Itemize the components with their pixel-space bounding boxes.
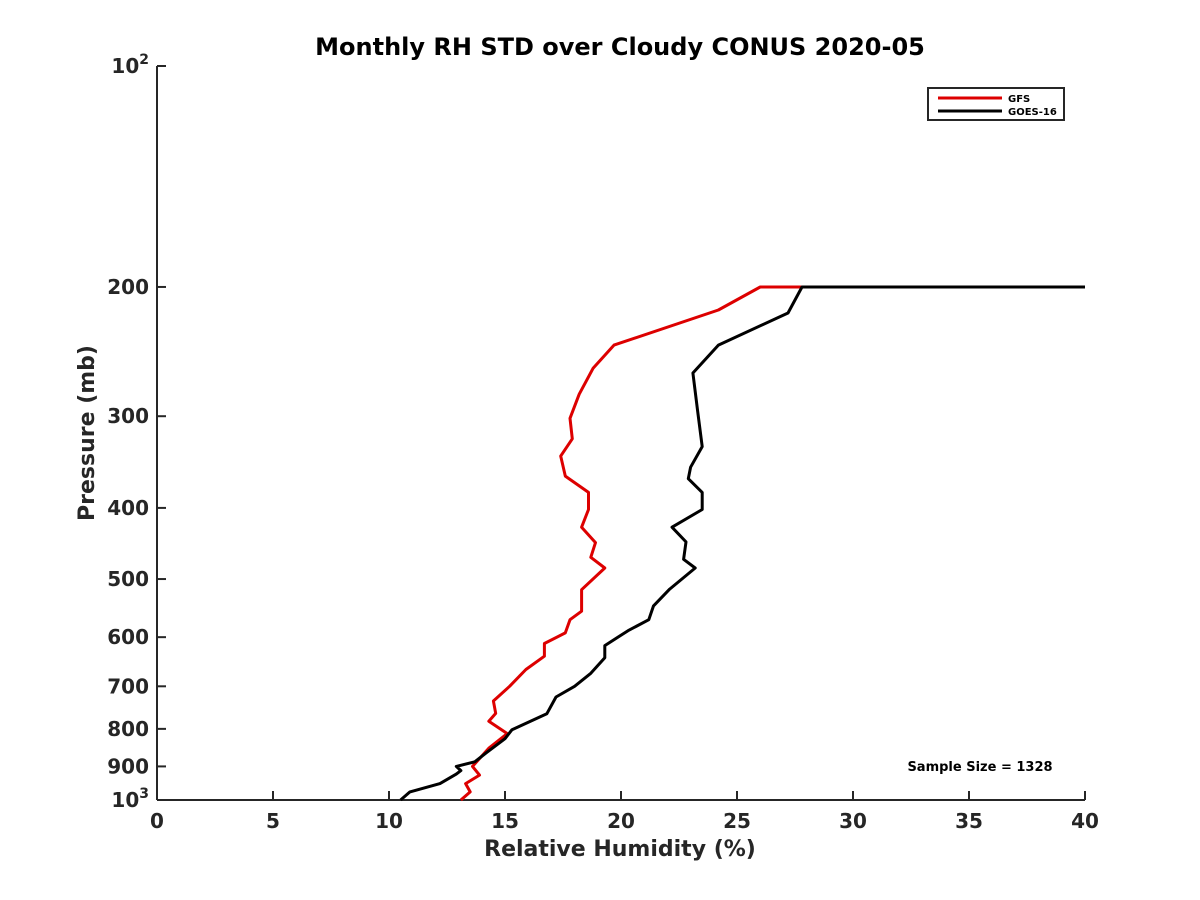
- y-tick-label: 500: [107, 567, 149, 591]
- x-axis-label: Relative Humidity (%): [484, 837, 756, 862]
- legend-label: GFS: [1008, 94, 1030, 105]
- y-tick-label: 300: [107, 404, 149, 428]
- x-tick-label: 30: [839, 809, 867, 833]
- plot-area: 0 5 10 15 20 25 30 35 40 102 200 300 400 500 600 700 800…: [107, 52, 1099, 833]
- y-tick-label: 103: [111, 786, 149, 812]
- x-tick-label: 20: [607, 809, 635, 833]
- y-axis-label: Pressure (mb): [75, 345, 100, 521]
- series-line-goes-16: [399, 285, 1085, 802]
- y-tick-label: 700: [107, 674, 149, 698]
- legend: GFS GOES-16: [927, 87, 1065, 121]
- sample-size-annotation: Sample Size = 1328: [907, 760, 1052, 775]
- y-tick-label: 900: [107, 754, 149, 778]
- x-tick-label: 25: [723, 809, 751, 833]
- x-tick-label: 5: [266, 809, 280, 833]
- series-line-gfs: [459, 285, 1085, 802]
- y-tick-label: 200: [107, 275, 149, 299]
- legend-label: GOES-16: [1008, 107, 1057, 118]
- chart-title: Monthly RH STD over Cloudy CONUS 2020-05: [315, 33, 925, 61]
- x-tick-label: 35: [955, 809, 983, 833]
- x-tick-label: 15: [491, 809, 519, 833]
- y-tick-label: 102: [111, 52, 149, 78]
- x-tick-label: 10: [375, 809, 403, 833]
- y-tick-label: 600: [107, 625, 149, 649]
- y-tick-label: 800: [107, 717, 149, 741]
- x-tick-label: 40: [1071, 809, 1099, 833]
- legend-box: [927, 87, 1065, 121]
- y-tick-label: 400: [107, 496, 149, 520]
- x-tick-label: 0: [150, 809, 164, 833]
